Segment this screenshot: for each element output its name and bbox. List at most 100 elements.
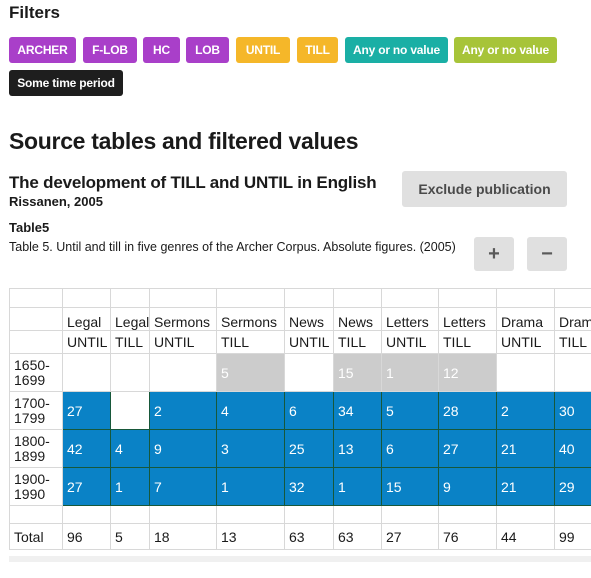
value-cell: 27 [438,429,497,468]
section-title: Source tables and filtered values [9,128,359,154]
filter-chip-any-value-1[interactable]: Any or no value [345,37,448,63]
filter-chip-any-value-2[interactable]: Any or no value [454,37,557,63]
genre-header-cell: Sermons [149,307,217,331]
source-table-viewport[interactable]: Legal Legal Sermons Sermons News News Letters L… [9,288,591,554]
value-cell: 27 [62,467,111,506]
value-cell: 6 [284,391,334,430]
value-cell [496,353,555,392]
period-label-cell: 1900- 1990 [9,467,63,506]
value-cell: 28 [438,391,497,430]
table-total-row: Total 96 5 18 13 63 63 27 76 44 99 [9,523,591,550]
table-cell [438,505,497,524]
table-cell [381,505,439,524]
period-label-cell: 1800- 1899 [9,429,63,468]
value-cell [284,353,334,392]
table-row: 1900- 1990 27 1 7 1 32 1 15 9 21 29 [9,467,591,506]
total-value-cell: 18 [149,523,217,550]
genre-header-cell: News [284,307,334,331]
type-header-cell: TILL [110,330,150,354]
table-cell [62,288,111,308]
table-cell [554,288,591,308]
value-cell: 7 [149,467,217,506]
type-header-cell: TILL [216,330,285,354]
total-value-cell: 63 [284,523,334,550]
table-corner-cell [9,330,63,354]
genre-header-cell: Letters [438,307,497,331]
table-caption: Table 5. Until and till in five genres o… [9,240,456,254]
type-header-cell: TILL [438,330,497,354]
table-cell [9,505,63,524]
table-cell [284,505,334,524]
total-value-cell: 63 [333,523,382,550]
table-type-header-row: UNTIL TILL UNTIL TILL UNTIL TILL UNTIL TILL UNTI… [9,330,591,354]
value-cell: 32 [284,467,334,506]
value-cell: 15 [333,353,382,392]
value-cell: 13 [333,429,382,468]
exclude-publication-button[interactable]: Exclude publication [402,171,567,207]
table-cell [496,505,555,524]
value-cell: 2 [496,391,555,430]
total-value-cell: 99 [554,523,591,550]
value-cell: 1 [216,467,285,506]
total-value-cell: 96 [62,523,111,550]
genre-header-cell: Sermons [216,307,285,331]
value-cell: 25 [284,429,334,468]
period-label-cell: 1700- 1799 [9,391,63,430]
value-cell: 1 [381,353,439,392]
value-cell: 4 [216,391,285,430]
value-cell: 12 [438,353,497,392]
filter-chip-archer[interactable]: ARCHER [9,37,76,63]
total-label-cell: Total [9,523,63,550]
filter-chip-hc[interactable]: HC [143,37,180,63]
filter-chip-lob[interactable]: LOB [186,37,229,63]
total-value-cell: 5 [110,523,150,550]
value-cell: 1 [333,467,382,506]
value-cell: 4 [110,429,150,468]
value-cell: 42 [62,429,111,468]
value-cell: 15 [381,467,439,506]
type-header-cell: TILL [333,330,382,354]
zoom-out-button[interactable]: − [527,237,567,271]
value-cell: 21 [496,429,555,468]
value-cell [110,391,150,430]
filter-chip-until[interactable]: UNTIL [236,37,290,63]
zoom-in-button[interactable]: + [474,237,514,271]
type-header-cell: TILL [554,330,591,354]
filters-heading: Filters [9,3,61,22]
value-cell: 40 [554,429,591,468]
type-header-cell: UNTIL [284,330,334,354]
table-row: 1700- 1799 27 2 4 6 34 5 28 2 30 [9,391,591,430]
table-cell [9,288,63,308]
table-horizontal-scrollbar[interactable] [9,556,591,562]
genre-header-cell: Letters [381,307,439,331]
genre-header-cell: News [333,307,382,331]
value-cell: 9 [149,429,217,468]
table-spacer-row [9,505,591,524]
table-cell [333,288,382,308]
value-cell: 3 [216,429,285,468]
filter-chip-till[interactable]: TILL [297,37,338,63]
table-cell [110,288,150,308]
table-cell [554,505,591,524]
value-cell: 2 [149,391,217,430]
total-value-cell: 27 [381,523,439,550]
value-cell: 29 [554,467,591,506]
value-cell: 5 [216,353,285,392]
publication-title: The development of TILL and UNTIL in Eng… [9,173,377,192]
genre-header-cell: Drama [554,307,591,331]
table-spacer-row [9,288,591,308]
type-header-cell: UNTIL [381,330,439,354]
table-cell [216,505,285,524]
table-cell [333,505,382,524]
table-row: 1800- 1899 42 4 9 3 25 13 6 27 21 40 [9,429,591,468]
filter-chip-time-period[interactable]: Some time period [9,70,123,96]
period-label-cell: 1650- 1699 [9,353,63,392]
value-cell [62,353,111,392]
filter-chip-f-lob[interactable]: F-LOB [83,37,137,63]
value-cell: 6 [381,429,439,468]
source-table: Legal Legal Sermons Sermons News News Letters L… [9,288,591,550]
genre-header-cell: Legal [110,307,150,331]
value-cell [554,353,591,392]
table-genre-header-row: Legal Legal Sermons Sermons News News Letters L… [9,307,591,331]
table-row: 1650- 1699 5 15 1 12 [9,353,591,392]
